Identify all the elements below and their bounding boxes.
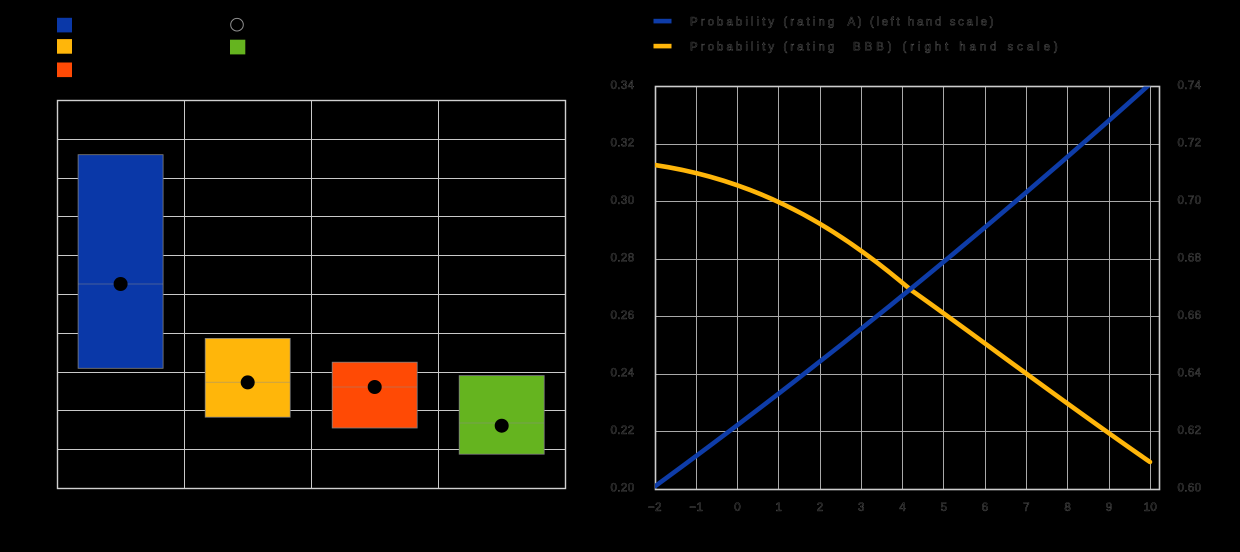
svg-text:6: 6 xyxy=(982,502,989,514)
svg-text:0.22: 0.22 xyxy=(611,425,635,437)
svg-text:0.64: 0.64 xyxy=(1178,368,1202,380)
svg-text:9: 9 xyxy=(1106,502,1113,514)
svg-text:0.26: 0.26 xyxy=(611,310,635,322)
svg-text:0.62: 0.62 xyxy=(1178,425,1202,437)
svg-text:0.60: 0.60 xyxy=(1178,483,1202,495)
svg-text:BBB) (right hand scale): BBB) (right hand scale) xyxy=(853,41,1058,53)
svg-text:−2: −2 xyxy=(648,502,662,514)
svg-text:2: 2 xyxy=(817,502,824,514)
svg-text:0.34: 0.34 xyxy=(611,80,635,92)
svg-text:Probability (rating: Probability (rating xyxy=(690,41,835,53)
svg-text:0.30: 0.30 xyxy=(611,195,635,207)
svg-text:0.70: 0.70 xyxy=(1178,195,1202,207)
svg-text:0.32: 0.32 xyxy=(611,138,635,150)
svg-text:4: 4 xyxy=(899,502,906,514)
svg-text:0.24: 0.24 xyxy=(611,368,635,380)
svg-text:0.68: 0.68 xyxy=(1178,253,1202,265)
svg-text:0.66: 0.66 xyxy=(1178,310,1202,322)
svg-text:10: 10 xyxy=(1144,502,1158,514)
svg-text:Probability (rating: Probability (rating xyxy=(690,16,835,28)
svg-text:0.28: 0.28 xyxy=(611,253,635,265)
svg-text:1: 1 xyxy=(775,502,782,514)
svg-text:A) (left hand scale): A) (left hand scale) xyxy=(848,16,994,28)
svg-text:5: 5 xyxy=(941,502,948,514)
svg-text:0.72: 0.72 xyxy=(1178,138,1202,150)
svg-text:0.74: 0.74 xyxy=(1178,80,1202,92)
svg-text:0: 0 xyxy=(734,502,741,514)
svg-text:−1: −1 xyxy=(689,502,703,514)
svg-text:8: 8 xyxy=(1064,502,1071,514)
svg-text:7: 7 xyxy=(1023,502,1030,514)
svg-text:0.20: 0.20 xyxy=(611,483,635,495)
svg-text:3: 3 xyxy=(858,502,865,514)
